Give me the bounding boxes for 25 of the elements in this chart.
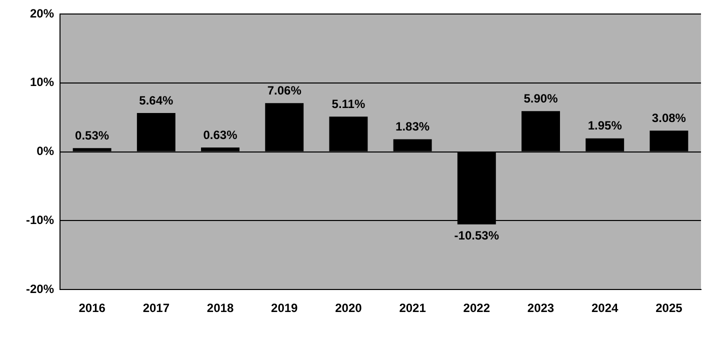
- data-label: 0.53%: [75, 128, 110, 142]
- y-tick-label: 0%: [36, 144, 54, 158]
- data-label: 1.95%: [588, 118, 622, 133]
- y-tick-label: -10%: [26, 213, 54, 228]
- y-tick-label: 20%: [30, 6, 54, 20]
- data-label: 0.63%: [203, 128, 238, 142]
- x-tick-label: 2024: [592, 301, 619, 316]
- x-tick-label: 2022: [463, 301, 490, 316]
- data-label: 7.06%: [267, 83, 302, 98]
- y-tick-label: 10%: [30, 75, 54, 90]
- data-label: 5.11%: [332, 96, 366, 111]
- x-tick-label: 2025: [656, 301, 683, 316]
- x-tick-label: 2017: [142, 301, 170, 316]
- x-tick-label: 2021: [399, 301, 426, 316]
- data-label: 5.64%: [139, 93, 174, 108]
- y-tick-label: -20%: [26, 282, 54, 296]
- x-tick-label: 2020: [335, 301, 362, 316]
- x-tick-label: 2023: [527, 301, 554, 316]
- data-label: 5.90%: [524, 91, 558, 106]
- x-tick-label: 2018: [206, 301, 234, 316]
- x-tick-label: 2016: [78, 301, 106, 316]
- data-label: 1.83%: [396, 120, 430, 134]
- x-tick-label: 2019: [271, 301, 298, 316]
- data-label: 3.08%: [652, 110, 686, 125]
- data-label: -10.53%: [454, 228, 500, 243]
